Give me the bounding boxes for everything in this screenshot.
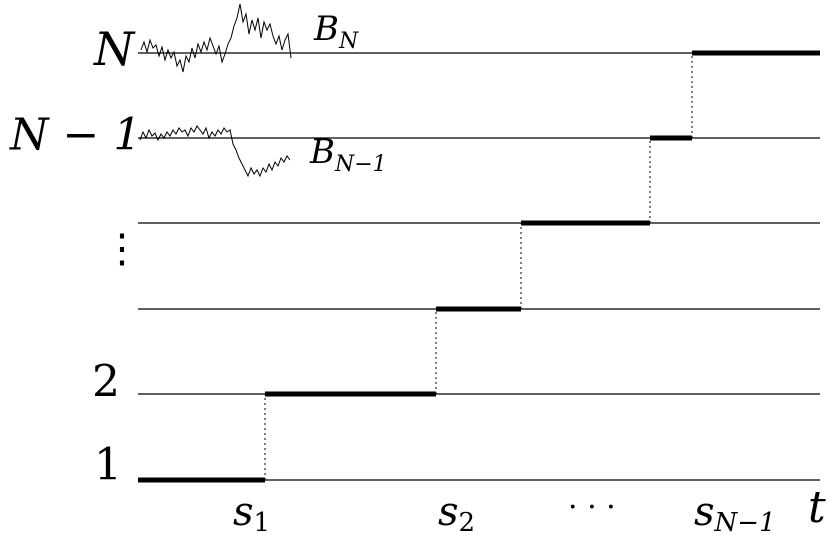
- level-label-n: N: [93, 22, 136, 76]
- brownian-path-top: [140, 3, 292, 73]
- path-label-second-main: B: [309, 132, 335, 172]
- time-label-sN1-sub: N−1: [714, 508, 776, 535]
- level-label-1: 1: [94, 440, 122, 491]
- time-label-s2-sub: 2: [459, 508, 476, 535]
- jump-connectors: [264, 53, 693, 480]
- path-label-top-sub: N: [338, 29, 359, 54]
- time-label-s1-sub: 1: [254, 508, 271, 535]
- time-label-sN1: sN−1: [694, 489, 776, 535]
- time-label-t: t: [808, 482, 826, 533]
- path-label-top: BN: [313, 9, 359, 54]
- brownian-path-second: [139, 125, 291, 178]
- level-label-ellipsis: ⋮: [102, 226, 142, 272]
- level-label-n-minus-1: N − 1: [9, 110, 141, 161]
- path-label-second-sub: N−1: [334, 152, 387, 177]
- time-label-s1-main: s: [233, 489, 254, 535]
- time-label-sN1-main: s: [694, 489, 715, 535]
- path-label-second: BN−1: [309, 132, 387, 177]
- time-label-s2-main: s: [438, 489, 459, 535]
- time-label-s1: s1: [233, 489, 270, 535]
- level-lines: [138, 52, 820, 481]
- time-label-dots: · · ·: [568, 490, 616, 525]
- staircase-segments: [138, 50, 820, 483]
- time-label-s2: s2: [438, 489, 475, 535]
- level-label-2: 2: [92, 357, 120, 408]
- path-label-top-main: B: [313, 9, 339, 49]
